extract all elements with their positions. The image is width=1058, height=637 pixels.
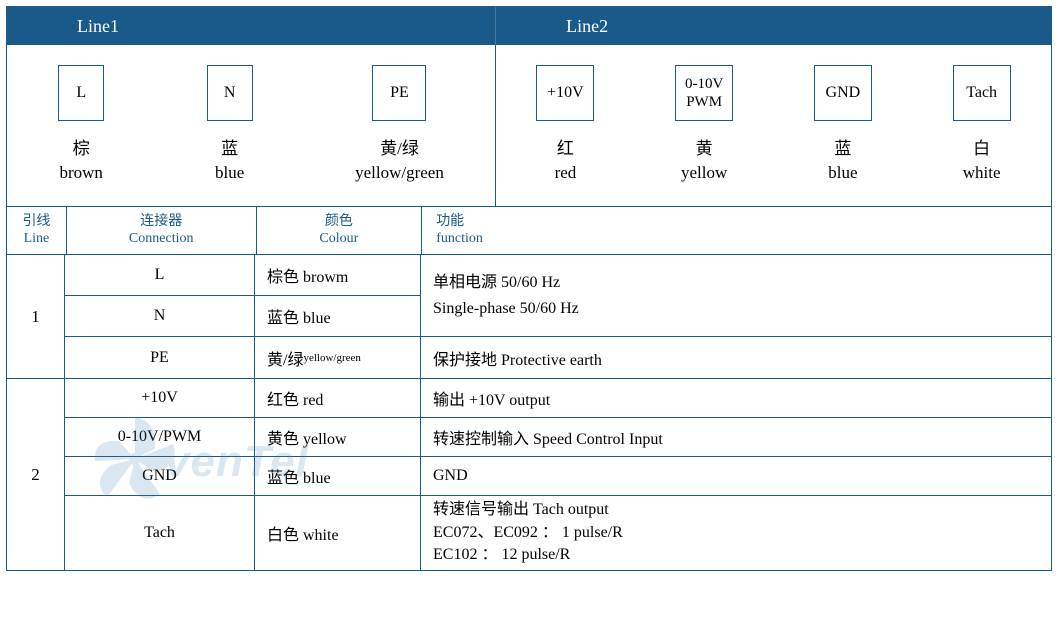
func-line: EC072、EC092 ： 1 pulse/R <box>433 522 623 544</box>
func-line: 转速信号输出 Tach output <box>433 499 609 521</box>
header-line1: Line1 <box>7 7 496 45</box>
func-protective-earth: 保护接地 Protective earth <box>421 337 1051 378</box>
table-header-row: 引线 Line 连接器 Connection 颜色 Colour 功能 func… <box>7 207 1051 255</box>
th-connection: 连接器 Connection <box>67 207 257 254</box>
cell-colour: 红色 red <box>255 379 421 417</box>
header-row: Line1 Line2 <box>7 7 1051 45</box>
wire-zh: 黄/绿 <box>355 137 444 161</box>
wire-col-PE: PE 黄/绿 yellow/green <box>355 65 444 185</box>
colour-main: 黄/绿 <box>267 346 303 370</box>
cell-func: GND <box>421 457 1051 495</box>
wire-col-N: N 蓝 blue <box>207 65 253 185</box>
wire-label-PE: 黄/绿 yellow/green <box>355 137 444 185</box>
cell-colour: 黄/绿yellow/green <box>255 337 421 378</box>
wire-en: yellow/green <box>355 161 444 185</box>
wire-col-pwm: 0-10VPWM 黄 yellow <box>675 65 733 185</box>
wire-box-10v: +10V <box>536 65 594 121</box>
wire-zh: 蓝 <box>215 137 244 161</box>
wire-en: blue <box>828 161 857 185</box>
wire-zh: 红 <box>555 137 577 161</box>
th-zh: 引线 <box>22 214 50 231</box>
colour-small: yellow/green <box>303 352 360 364</box>
wire-box-PE: PE <box>372 65 426 121</box>
wire-label-N: 蓝 blue <box>215 137 244 185</box>
wire-zh: 白 <box>963 137 1001 161</box>
wire-col-L: L 棕 brown <box>58 65 104 185</box>
wire-label-tach: 白 white <box>963 137 1001 185</box>
wire-label-gnd: 蓝 blue <box>828 137 857 185</box>
table-row: L 棕色 browm <box>65 255 421 296</box>
cell-func: 转速控制输入 Speed Control Input <box>421 418 1051 456</box>
table-row: N 蓝色 blue <box>65 296 421 337</box>
cell-colour: 棕色 browm <box>255 255 421 295</box>
table-row: PE 黄/绿yellow/green <box>65 337 421 378</box>
table-row: GND 蓝色 blue GND <box>65 457 1051 496</box>
cell-conn: Tach <box>65 496 255 570</box>
cell-conn: GND <box>65 457 255 495</box>
func-zh: 单相电源 50/60 Hz <box>433 270 1051 296</box>
cell-colour: 蓝色 blue <box>255 457 421 495</box>
line-num-2: 2 <box>7 379 65 570</box>
func-line: EC102 ： 12 pulse/R <box>433 544 570 566</box>
th-function: 功能 function <box>422 207 1051 254</box>
func-en: Single-phase 50/60 Hz <box>433 296 1051 322</box>
wire-section-line2: +10V 红 red 0-10VPWM 黄 yellow GND 蓝 blue <box>496 45 1051 206</box>
table-row: +10V 红色 red 输出 +10V output <box>65 379 1051 418</box>
wire-zh: 棕 <box>59 137 102 161</box>
wire-col-10v: +10V 红 red <box>536 65 594 185</box>
table-row: Tach 白色 white 转速信号输出 Tach output EC072、E… <box>65 496 1051 570</box>
wire-en: brown <box>59 161 102 185</box>
cell-colour: 黄色 yellow <box>255 418 421 456</box>
func-single-phase: 单相电源 50/60 Hz Single-phase 50/60 Hz <box>421 255 1051 337</box>
wiring-table: Line1 Line2 L 棕 brown N 蓝 blue PE <box>6 6 1052 571</box>
wire-en: blue <box>215 161 244 185</box>
line-num-1: 1 <box>7 255 65 378</box>
th-en: function <box>436 231 483 248</box>
cell-conn: L <box>65 255 255 295</box>
cell-colour: 白色 white <box>255 496 421 570</box>
wire-boxes-row: L 棕 brown N 蓝 blue PE 黄/绿 yellow/green <box>7 45 1051 207</box>
th-en: Line <box>24 231 50 248</box>
wire-box-N: N <box>207 65 253 121</box>
wire-box-L: L <box>58 65 104 121</box>
wire-en: white <box>963 161 1001 185</box>
cell-conn: +10V <box>65 379 255 417</box>
wire-box-tach: Tach <box>953 65 1011 121</box>
wire-box-gnd: GND <box>814 65 872 121</box>
table-row: 0-10V/PWM 黄色 yellow 转速控制输入 Speed Control… <box>65 418 1051 457</box>
wire-zh: 蓝 <box>828 137 857 161</box>
wire-en: yellow <box>681 161 727 185</box>
th-zh: 功能 <box>436 214 464 231</box>
sec2-rows: venTel +10V 红色 red 输出 +10V output 0-10V/… <box>65 379 1051 570</box>
sec1-func-col: 单相电源 50/60 Hz Single-phase 50/60 Hz 保护接地… <box>421 255 1051 378</box>
wire-en: red <box>555 161 577 185</box>
wire-zh: 黄 <box>681 137 727 161</box>
wire-box-pwm: 0-10VPWM <box>675 65 733 121</box>
wire-section-line1: L 棕 brown N 蓝 blue PE 黄/绿 yellow/green <box>7 45 496 206</box>
header-line2: Line2 <box>496 7 1051 45</box>
cell-func: 输出 +10V output <box>421 379 1051 417</box>
th-zh: 颜色 <box>325 214 353 231</box>
th-en: Connection <box>129 231 194 248</box>
th-zh: 连接器 <box>140 214 182 231</box>
section-line-2: 2 venTel +10V 红色 red 输出 <box>7 379 1051 570</box>
section-line-1: 1 L 棕色 browm N 蓝色 blue PE 黄/绿yellow/gree… <box>7 255 1051 379</box>
th-line: 引线 Line <box>7 207 67 254</box>
sec1-left-rows: L 棕色 browm N 蓝色 blue PE 黄/绿yellow/green <box>65 255 421 378</box>
cell-func-tach: 转速信号输出 Tach output EC072、EC092 ： 1 pulse… <box>421 496 1051 570</box>
wire-label-L: 棕 brown <box>59 137 102 185</box>
wire-label-10v: 红 red <box>555 137 577 185</box>
wire-col-tach: Tach 白 white <box>953 65 1011 185</box>
th-en: Colour <box>319 231 358 248</box>
wire-col-gnd: GND 蓝 blue <box>814 65 872 185</box>
cell-conn: 0-10V/PWM <box>65 418 255 456</box>
th-colour: 颜色 Colour <box>257 207 423 254</box>
wire-label-pwm: 黄 yellow <box>681 137 727 185</box>
cell-colour: 蓝色 blue <box>255 296 421 336</box>
cell-conn: PE <box>65 337 255 378</box>
cell-conn: N <box>65 296 255 336</box>
